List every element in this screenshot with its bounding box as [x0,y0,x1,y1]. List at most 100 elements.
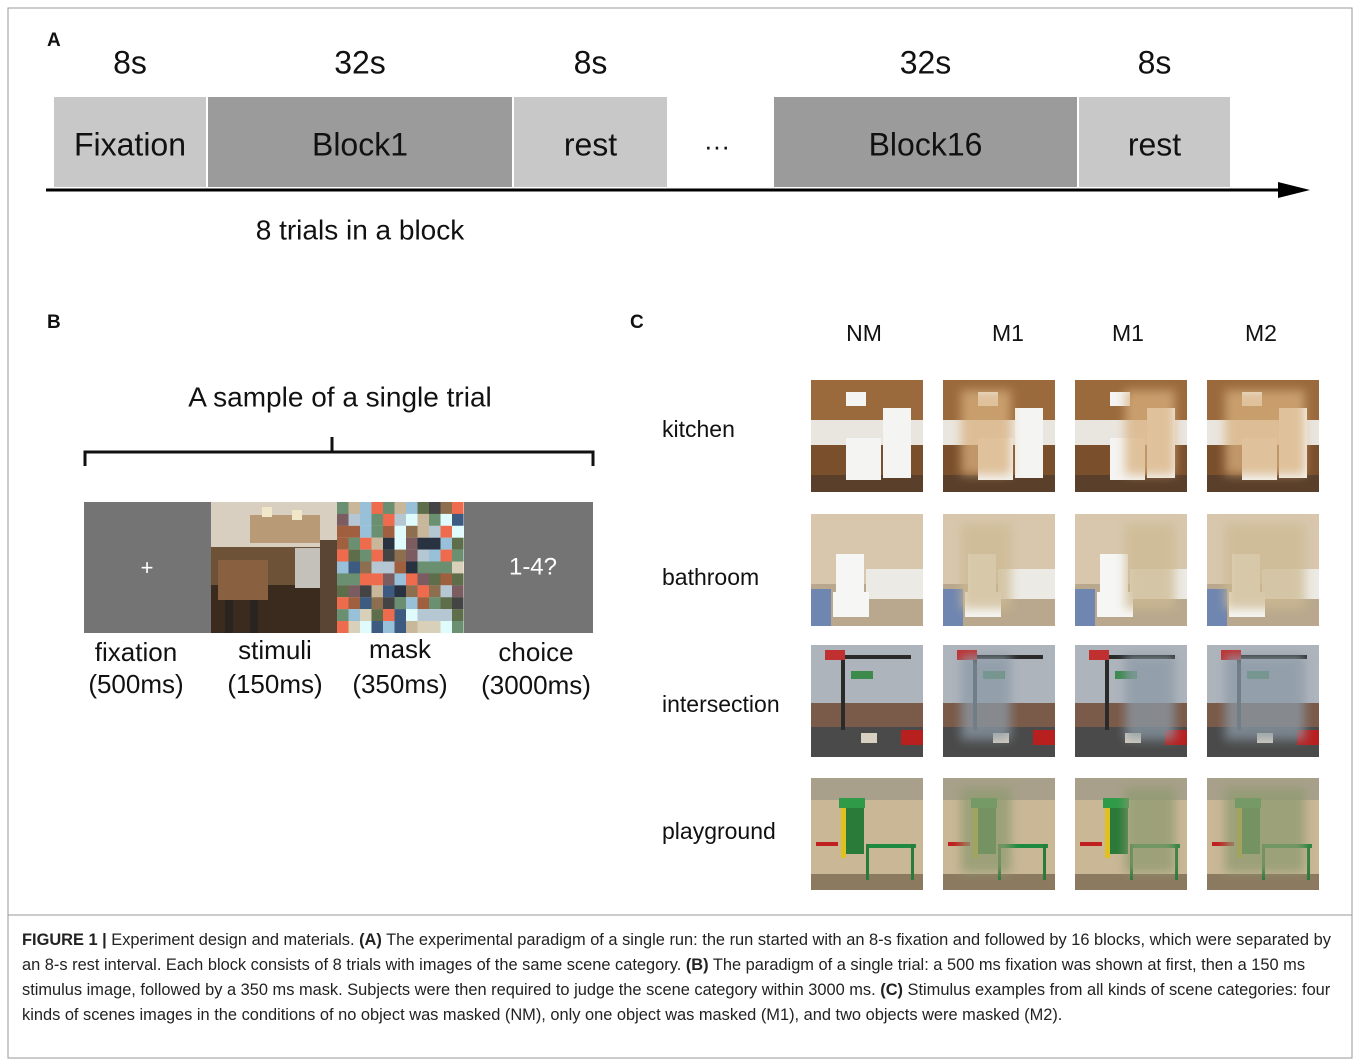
scene-region [839,798,865,808]
mask-tile [337,526,349,538]
mask-tile [418,514,430,526]
duration-label: 8s [574,44,608,80]
figure: AFixation8sBlock132srest8sBlock1632srest… [0,0,1360,1060]
mask-image [337,502,464,633]
mask-tile [452,573,464,585]
mask-tile [383,514,395,526]
mask-tile [395,597,407,609]
step-name: stimuli [238,635,312,665]
scene-image [811,778,923,890]
mask-tile [337,550,349,562]
scene-region [841,650,845,730]
mask-tile [383,585,395,597]
mask-tile [452,585,464,597]
mask-tile [429,526,441,538]
mask-blur [961,390,1011,475]
step-duration: (500ms) [88,669,183,699]
stimulus-image [211,502,337,633]
mask-tile [337,502,349,514]
panel-label: C [630,312,644,333]
mask-tile [349,585,361,597]
duration-label: 32s [334,44,386,80]
mask-tile [406,562,418,574]
scene-image [1207,380,1319,492]
scene-region [1089,650,1109,660]
mask-tile [452,609,464,621]
mask-tile [337,621,349,633]
mask-tile [418,597,430,609]
mask-tile [372,550,384,562]
mask-tile [360,585,372,597]
panel-label: B [47,312,61,333]
mask-tile [418,550,430,562]
mask-blur [1125,390,1175,475]
mask-tile [360,514,372,526]
step-duration: (3000ms) [481,670,591,700]
mask-tile [406,597,418,609]
mask-tile [360,573,372,585]
duration-label: 8s [1138,44,1172,80]
photo-region [250,515,320,543]
scene-region [901,730,923,745]
mask-tile [349,550,361,562]
mask-tile [360,502,372,514]
scene-image [943,645,1055,757]
mask-blur [1225,655,1305,740]
block-label: Fixation [74,126,186,162]
scene-image [1207,778,1319,890]
mask-blur [1225,390,1305,475]
scene-region [1080,842,1102,846]
mask-tile [429,573,441,585]
mask-tile [429,502,441,514]
mask-tile [383,573,395,585]
scene-image [1075,514,1187,626]
caption-intro: Experiment design and materials. [107,931,359,949]
mask-blur [1225,524,1305,609]
scene-region [811,589,831,626]
scene-region [866,844,869,880]
mask-blur [1225,788,1305,873]
scene-region [911,844,914,880]
mask-blur [961,788,1011,873]
mask-tile [418,609,430,621]
block-label: rest [1128,126,1181,162]
row-label: playground [662,818,776,844]
mask-tile [383,609,395,621]
arrow-head [1278,182,1310,198]
mask-tile [441,514,453,526]
mask-tile [441,562,453,574]
mask-tile [452,526,464,538]
scene-region [1105,650,1109,730]
scene-region [846,438,881,480]
mask-tile [406,526,418,538]
scene-region [816,842,838,846]
row-label: bathroom [662,564,759,590]
duration-label: 32s [900,44,952,80]
mask-tile [441,621,453,633]
scene-region [1105,808,1110,858]
row-label: kitchen [662,416,735,442]
mask-tile [349,621,361,633]
scene-image [811,514,923,626]
duration-label: 8s [113,44,147,80]
mask-blur [1125,524,1175,609]
mask-tile [360,526,372,538]
mask-tile [406,621,418,633]
scene-region [811,778,923,800]
scene-image [1207,514,1319,626]
scene-image [943,380,1055,492]
mask-tile [383,597,395,609]
mask-tile [395,562,407,574]
block-label: Block1 [312,126,408,162]
mask-tile [337,597,349,609]
mask-tile [429,585,441,597]
mask-tile [452,562,464,574]
mask-tile [360,550,372,562]
mask-tile [395,514,407,526]
scene-image [1075,380,1187,492]
mask-tile [372,514,384,526]
mask-blur [961,655,1011,740]
mask-tile [441,538,453,550]
scene-region [851,671,873,679]
column-header: NM [846,320,882,346]
